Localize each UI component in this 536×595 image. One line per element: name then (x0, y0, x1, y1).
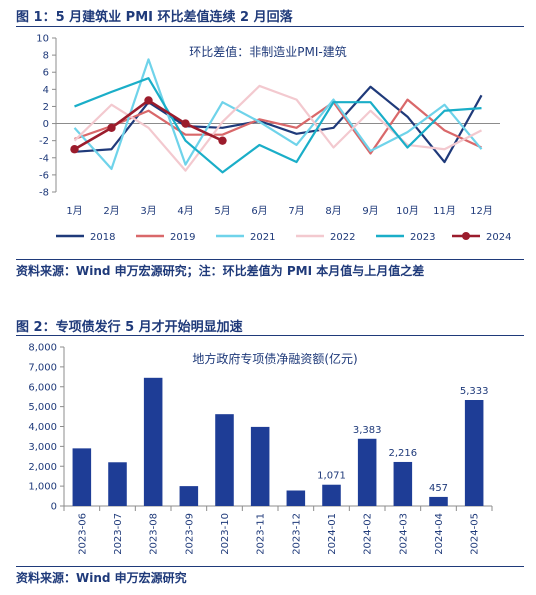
y-tick-label: -4 (39, 153, 49, 164)
series-line-2023 (74, 77, 482, 174)
figure1-title: 图 1：5 月建筑业 PMI 环比差值连续 2 月回落 (16, 10, 293, 25)
legend-label-2024: 2024 (486, 232, 511, 243)
series-line-2019 (74, 98, 482, 155)
series-line-2021 (73, 58, 483, 170)
y-tick-label: 8,000 (28, 343, 57, 354)
legend-label-2019: 2019 (170, 232, 195, 243)
bar (357, 438, 377, 506)
bar (72, 448, 92, 506)
y-tick-label: -2 (39, 136, 49, 147)
figure2-title-rule (16, 335, 524, 336)
x-tick-label: 8月 (325, 205, 341, 217)
legend-label-2018: 2018 (90, 232, 115, 243)
x-tick-label: 2024-01 (327, 513, 338, 555)
x-tick-label: 11月 (433, 205, 456, 217)
bar (286, 490, 306, 506)
x-tick-label: 2023-12 (291, 513, 302, 555)
y-tick-label: 5,000 (28, 402, 57, 413)
y-tick-label: 8 (43, 51, 49, 62)
bar (322, 484, 341, 506)
x-tick-label: 7月 (288, 205, 304, 217)
data-label: 2,216 (389, 448, 418, 459)
figure1-title-rule (16, 26, 524, 27)
y-tick-label: 3,000 (28, 442, 57, 453)
legend-label-2022: 2022 (330, 232, 355, 243)
x-tick-label: 5月 (214, 205, 230, 217)
y-tick-label: 7,000 (28, 362, 57, 373)
legend-label-2023: 2023 (410, 232, 435, 243)
y-tick-label: 10 (36, 34, 49, 45)
figure2-source: 资料来源：Wind 申万宏源研究 (16, 571, 187, 585)
y-tick-label: 1,000 (28, 482, 57, 493)
y-tick-label: -6 (39, 170, 49, 181)
x-tick-label: 9月 (362, 205, 378, 217)
line-chart: -8 -6 -4 -2 0 2 4 6 8 10 1月 2月 3月 4月 5月 6月 7月 8月 9月 10月 11月 1… (36, 34, 511, 244)
chart-title: 环比差值：非制造业PMI-建筑 (189, 44, 346, 59)
bar (108, 462, 127, 506)
point-2024 (218, 136, 227, 145)
data-label: 457 (429, 483, 448, 494)
bar-chart: 0 1,000 2,000 3,000 4,000 5,000 6,000 7,000 8,00… (28, 343, 493, 555)
x-tick-label: 2023-06 (77, 513, 88, 555)
x-tick-label: 3月 (140, 205, 156, 217)
figure1-source: 资料来源：Wind 申万宏源研究；注：环比差值为 PMI 本月值与上月值之差 (16, 264, 425, 278)
y-tick-label: 2,000 (28, 462, 57, 473)
point-2024 (144, 96, 153, 105)
bar (143, 377, 163, 506)
x-tick-label: 2023-07 (113, 513, 124, 555)
y-tick-label: 0 (43, 119, 49, 130)
x-tick-label: 2月 (103, 205, 119, 217)
y-tick-label: 0 (51, 502, 57, 513)
x-tick-label: 4月 (177, 205, 193, 217)
x-tick-label: 2023-08 (149, 513, 160, 555)
x-tick-label: 1月 (66, 205, 82, 217)
y-tick-label: 4,000 (28, 422, 57, 433)
x-tick-label: 2024-04 (434, 513, 445, 555)
point-2024 (107, 123, 116, 133)
y-tick-label: 4 (43, 85, 49, 96)
y-tick-label: 6,000 (28, 382, 57, 393)
legend-marker-2024 (462, 232, 470, 240)
bar (215, 414, 234, 506)
data-label: 5,333 (460, 386, 489, 397)
x-tick-label: 12月 (470, 205, 493, 217)
x-tick-label: 2024-03 (398, 513, 409, 555)
figure2-title: 图 2：专项债发行 5 月才开始明显加速 (16, 320, 243, 335)
x-tick-label: 6月 (251, 205, 267, 217)
series-line-2022 (73, 84, 482, 172)
y-tick-label: 6 (43, 68, 49, 79)
legend-label-2021: 2021 (250, 232, 275, 243)
x-tick-label: 2023-10 (220, 513, 231, 555)
x-tick-label: 2024-02 (363, 513, 374, 555)
x-tick-label: 10月 (396, 205, 419, 217)
point-2024 (181, 119, 190, 128)
bar (429, 496, 448, 506)
x-tick-label: 2023-11 (256, 513, 267, 555)
series-line-2018 (74, 85, 483, 164)
y-tick-label: 2 (43, 102, 49, 113)
data-label: 3,383 (353, 425, 382, 436)
point-2024 (70, 145, 79, 154)
figure2-source-rule (16, 566, 524, 567)
chart-title: 地方政府专项债净融资额(亿元) (192, 351, 357, 366)
series-line-2024 (73, 99, 224, 151)
x-tick-label: 2024-05 (470, 513, 481, 555)
bar (179, 486, 199, 506)
bar (464, 400, 484, 506)
bar (250, 426, 270, 506)
x-tick-label: 2023-09 (184, 513, 195, 555)
data-label: 1,071 (317, 471, 346, 482)
y-tick-label: -8 (39, 188, 49, 199)
bar (393, 461, 413, 506)
figure1-source-rule (16, 259, 524, 260)
